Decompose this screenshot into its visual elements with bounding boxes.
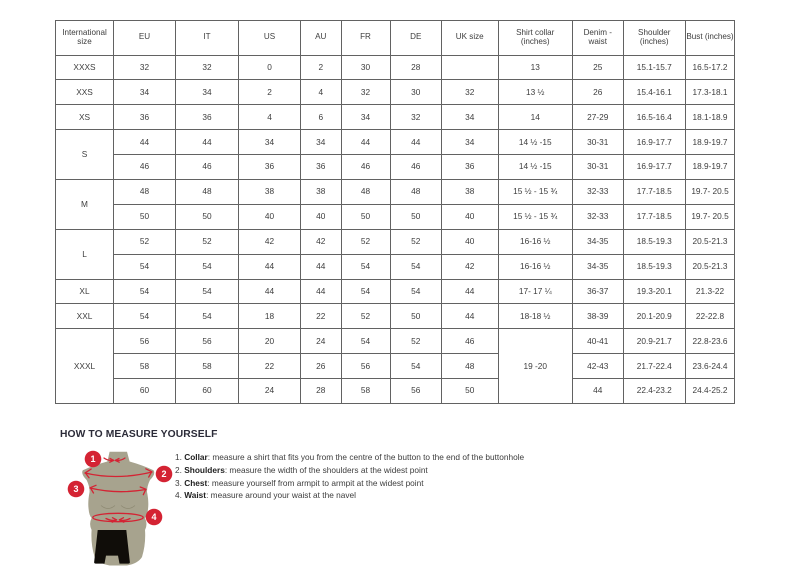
svg-text:3: 3 <box>73 484 78 494</box>
svg-text:4: 4 <box>151 512 156 522</box>
svg-text:1: 1 <box>90 454 95 464</box>
svg-text:2: 2 <box>161 469 166 479</box>
